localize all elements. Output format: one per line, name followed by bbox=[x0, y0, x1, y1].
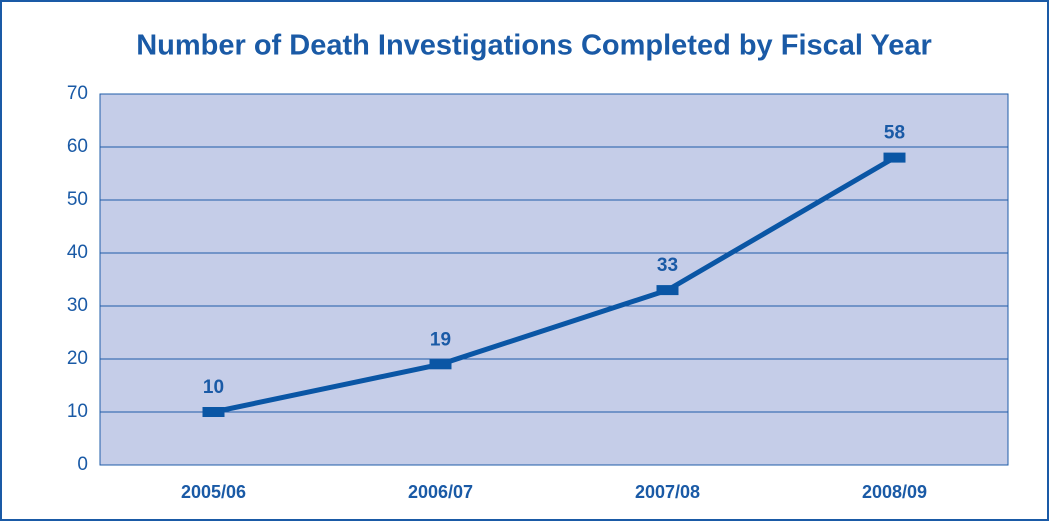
marker bbox=[656, 285, 679, 296]
y-tick-label: 10 bbox=[67, 401, 88, 422]
chart-title: Number of Death Investigations Completed… bbox=[136, 30, 932, 62]
data-label: 33 bbox=[657, 255, 678, 276]
data-label: 58 bbox=[884, 123, 905, 144]
x-tick-label: 2006/07 bbox=[408, 482, 473, 502]
marker bbox=[202, 407, 225, 417]
y-tick-label: 0 bbox=[77, 454, 88, 475]
line bbox=[212, 155, 896, 415]
y-tick-label: 40 bbox=[67, 242, 88, 263]
y-tick-label: 70 bbox=[67, 83, 88, 104]
y-tick-label: 20 bbox=[67, 348, 88, 369]
marker bbox=[429, 359, 452, 370]
y-tick-label: 50 bbox=[67, 189, 88, 210]
x-tick-label: 2007/08 bbox=[635, 482, 700, 502]
y-tick-label: 30 bbox=[67, 295, 88, 316]
y-tick-label: 60 bbox=[67, 136, 88, 157]
x-tick-label: 2008/09 bbox=[862, 482, 927, 502]
data-label: 10 bbox=[203, 377, 224, 398]
marker bbox=[883, 152, 906, 163]
x-tick-label: 2005/06 bbox=[181, 482, 246, 502]
data-label: 19 bbox=[430, 329, 451, 350]
